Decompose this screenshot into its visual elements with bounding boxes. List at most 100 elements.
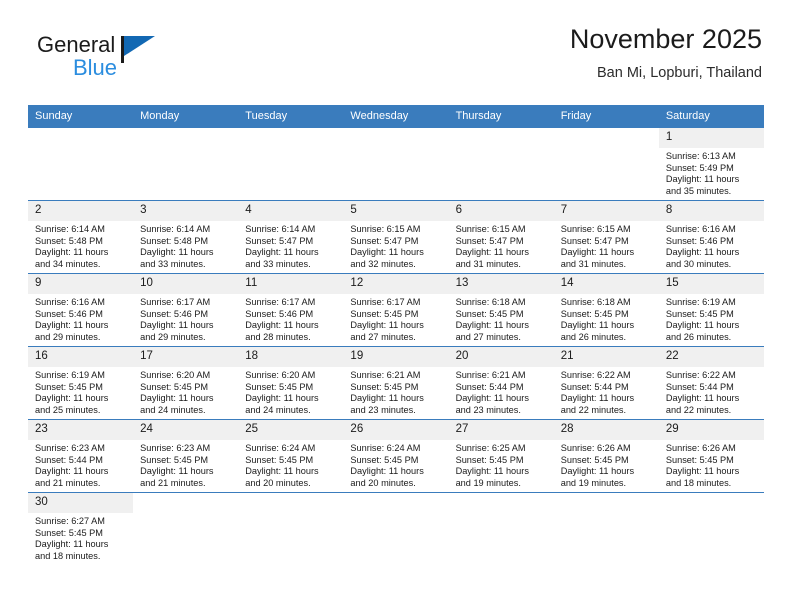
calendar-day-cell[interactable]: 16 Sunrise: 6:19 AM Sunset: 5:45 PM Dayligh… [28,346,134,420]
brand-logo[interactable]: General Blue [37,32,227,88]
calendar-week-row: 1 Sunrise: 6:13 AM Sunset: 5:49 PM Daylight… [28,127,764,201]
weekday-header-wednesday: Wednesday [343,105,449,128]
sunset-text: Sunset: 5:45 PM [35,381,103,392]
calendar-day-cell[interactable]: 3 Sunrise: 6:14 AM Sunset: 5:48 PM Daylight… [133,200,239,274]
day-number: 10 [133,274,239,294]
sunset-text: Sunset: 5:46 PM [140,308,209,319]
day-details: Sunrise: 6:21 AM Sunset: 5:45 PM Daylight:… [343,367,448,416]
day-number [133,493,238,513]
day-details: Sunrise: 6:20 AM Sunset: 5:45 PM Daylight:… [133,367,238,416]
daylight-text-cont: and 26 minutes. [560,331,627,342]
calendar-week-row: 9 Sunrise: 6:16 AM Sunset: 5:46 PM Daylight… [28,273,764,347]
day-details: Sunrise: 6:22 AM Sunset: 5:44 PM Daylight:… [554,367,659,416]
sunset-text: Sunset: 5:45 PM [455,454,524,465]
sunrise-text: Sunrise: 6:20 AM [140,370,211,380]
sunrise-text: Sunrise: 6:19 AM [665,297,736,307]
calendar-day-cell[interactable]: 4 Sunrise: 6:14 AM Sunset: 5:47 PM Daylight… [238,200,344,274]
calendar-day-cell[interactable]: 23 Sunrise: 6:23 AM Sunset: 5:44 PM Dayligh… [28,419,134,493]
brand-flagpole-icon [121,36,124,63]
calendar-day-cell[interactable]: 14 Sunrise: 6:18 AM Sunset: 5:45 PM Dayligh… [553,273,659,347]
calendar-day-cell[interactable]: 21 Sunrise: 6:22 AM Sunset: 5:44 PM Dayligh… [553,346,659,420]
calendar-empty-cell [343,127,449,201]
day-details: Sunrise: 6:16 AM Sunset: 5:46 PM Daylight:… [659,221,764,270]
calendar-day-cell[interactable]: 20 Sunrise: 6:21 AM Sunset: 5:44 PM Dayligh… [448,346,554,420]
daylight-text: Daylight: 11 hours [245,393,319,404]
calendar-day-cell[interactable]: 19 Sunrise: 6:21 AM Sunset: 5:45 PM Dayligh… [343,346,449,420]
calendar-day-cell[interactable]: 11 Sunrise: 6:17 AM Sunset: 5:46 PM Dayligh… [238,273,344,347]
calendar-week-row: 30 Sunrise: 6:27 AM Sunset: 5:45 PM Dayligh… [28,492,764,565]
daylight-text-cont: and 27 minutes. [350,331,416,342]
calendar-day-cell[interactable]: 12 Sunrise: 6:17 AM Sunset: 5:45 PM Dayligh… [343,273,449,347]
calendar-day-cell[interactable]: 1 Sunrise: 6:13 AM Sunset: 5:49 PM Daylight… [658,127,764,201]
calendar-day-cell[interactable]: 2 Sunrise: 6:14 AM Sunset: 5:48 PM Daylight… [28,200,134,274]
day-number [449,493,554,513]
sunset-text: Sunset: 5:45 PM [350,454,419,465]
day-number: 13 [448,274,554,294]
calendar-day-cell[interactable]: 15 Sunrise: 6:19 AM Sunset: 5:45 PM Dayligh… [658,273,764,347]
calendar-empty-cell [133,127,239,201]
day-details: Sunrise: 6:26 AM Sunset: 5:45 PM Daylight:… [659,440,764,489]
calendar-empty-cell [553,492,659,565]
calendar-day-cell[interactable]: 28 Sunrise: 6:26 AM Sunset: 5:45 PM Dayligh… [553,419,659,493]
daylight-text: Daylight: 11 hours [245,466,319,477]
calendar-empty-cell [553,127,659,201]
calendar-day-cell[interactable]: 7 Sunrise: 6:15 AM Sunset: 5:47 PM Daylight… [553,200,659,274]
calendar-day-cell[interactable]: 13 Sunrise: 6:18 AM Sunset: 5:45 PM Dayligh… [448,273,554,347]
day-details: Sunrise: 6:13 AM Sunset: 5:49 PM Daylight:… [659,148,764,197]
calendar-day-cell[interactable]: 5 Sunrise: 6:15 AM Sunset: 5:47 PM Daylight… [343,200,449,274]
day-details: Sunrise: 6:19 AM Sunset: 5:45 PM Daylight:… [659,294,764,343]
sunset-text: Sunset: 5:45 PM [350,308,419,319]
calendar-day-cell[interactable]: 29 Sunrise: 6:26 AM Sunset: 5:45 PM Dayligh… [658,419,764,493]
day-number: 9 [28,274,134,294]
sunset-text: Sunset: 5:45 PM [560,454,629,465]
calendar-day-cell[interactable]: 30 Sunrise: 6:27 AM Sunset: 5:45 PM Dayligh… [28,492,134,565]
daylight-text: Daylight: 11 hours [455,393,529,404]
calendar-empty-cell [238,492,344,565]
day-number: 8 [658,201,764,221]
calendar-day-cell[interactable]: 6 Sunrise: 6:15 AM Sunset: 5:47 PM Daylight… [448,200,554,274]
sunset-text: Sunset: 5:46 PM [35,308,103,319]
sunrise-text: Sunrise: 6:15 AM [455,224,526,234]
daylight-text: Daylight: 11 hours [35,466,109,477]
day-details: Sunrise: 6:20 AM Sunset: 5:45 PM Daylight:… [238,367,343,416]
daylight-text-cont: and 27 minutes. [455,331,521,342]
sunset-text: Sunset: 5:45 PM [245,454,314,465]
sunrise-text: Sunrise: 6:24 AM [350,443,421,453]
day-details: Sunrise: 6:27 AM Sunset: 5:45 PM Daylight:… [28,513,133,562]
daylight-text-cont: and 20 minutes. [245,477,311,488]
calendar-empty-cell [448,127,554,201]
day-details: Sunrise: 6:22 AM Sunset: 5:44 PM Daylight:… [659,367,764,416]
daylight-text-cont: and 34 minutes. [35,258,101,269]
day-number: 6 [448,201,554,221]
day-details: Sunrise: 6:18 AM Sunset: 5:45 PM Daylight:… [449,294,554,343]
daylight-text: Daylight: 11 hours [665,174,740,185]
day-number [449,128,554,148]
calendar-day-cell[interactable]: 26 Sunrise: 6:24 AM Sunset: 5:45 PM Dayligh… [343,419,449,493]
calendar-day-cell[interactable]: 8 Sunrise: 6:16 AM Sunset: 5:46 PM Daylight… [658,200,764,274]
day-number: 19 [343,347,449,367]
calendar-empty-cell [238,127,344,201]
daylight-text-cont: and 33 minutes. [245,258,311,269]
sunset-text: Sunset: 5:45 PM [560,308,629,319]
sunrise-text: Sunrise: 6:23 AM [35,443,105,453]
calendar-day-cell[interactable]: 25 Sunrise: 6:24 AM Sunset: 5:45 PM Dayligh… [238,419,344,493]
daylight-text-cont: and 18 minutes. [665,477,732,488]
daylight-text: Daylight: 11 hours [560,393,635,404]
calendar-day-cell[interactable]: 27 Sunrise: 6:25 AM Sunset: 5:45 PM Dayligh… [448,419,554,493]
day-details: Sunrise: 6:19 AM Sunset: 5:45 PM Daylight:… [28,367,133,416]
daylight-text-cont: and 18 minutes. [35,550,101,561]
sunrise-text: Sunrise: 6:18 AM [455,297,526,307]
day-number: 11 [238,274,344,294]
calendar-day-cell[interactable]: 22 Sunrise: 6:22 AM Sunset: 5:44 PM Dayligh… [658,346,764,420]
calendar-day-cell[interactable]: 17 Sunrise: 6:20 AM Sunset: 5:45 PM Dayligh… [133,346,239,420]
calendar-day-cell[interactable]: 9 Sunrise: 6:16 AM Sunset: 5:46 PM Daylight… [28,273,134,347]
calendar-week-row: 16 Sunrise: 6:19 AM Sunset: 5:45 PM Dayligh… [28,346,764,420]
weekday-header-saturday: Saturday [658,105,764,128]
daylight-text-cont: and 29 minutes. [140,331,206,342]
calendar-empty-cell [133,492,239,565]
calendar-day-cell[interactable]: 10 Sunrise: 6:17 AM Sunset: 5:46 PM Dayligh… [133,273,239,347]
calendar-day-cell[interactable]: 18 Sunrise: 6:20 AM Sunset: 5:45 PM Dayligh… [238,346,344,420]
day-number [554,128,659,148]
calendar-day-cell[interactable]: 24 Sunrise: 6:23 AM Sunset: 5:45 PM Dayligh… [133,419,239,493]
day-details: Sunrise: 6:16 AM Sunset: 5:46 PM Daylight:… [28,294,133,343]
